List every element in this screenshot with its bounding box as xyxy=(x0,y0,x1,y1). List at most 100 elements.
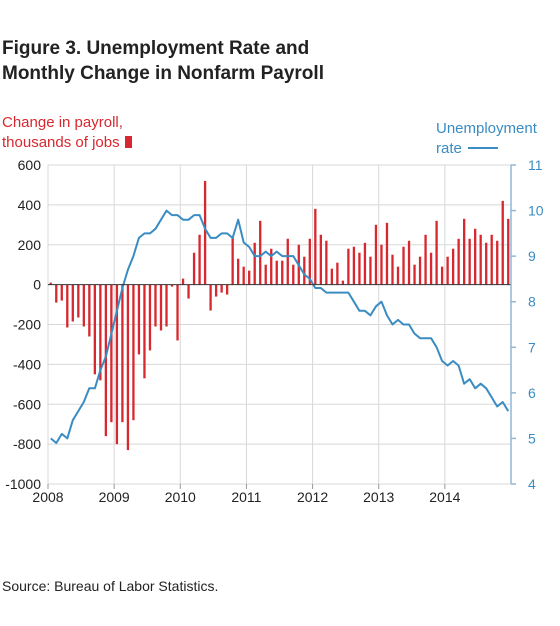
payroll-bar xyxy=(82,284,85,327)
line-legend-swatch xyxy=(467,147,498,149)
grid-lines xyxy=(47,164,512,485)
payroll-bar xyxy=(214,284,218,297)
payroll-bar xyxy=(363,242,367,285)
payroll-bar xyxy=(369,256,372,285)
axes xyxy=(47,164,516,489)
right-tick-label: 4 xyxy=(528,476,536,492)
payroll-bar xyxy=(319,234,322,285)
bar-legend-swatch xyxy=(124,136,132,148)
payroll-bar xyxy=(440,266,444,285)
payroll-bar xyxy=(71,284,74,322)
payroll-bar xyxy=(159,284,163,331)
payroll-bar xyxy=(198,234,201,285)
left-tick-label: 400 xyxy=(18,197,42,213)
payroll-bar xyxy=(396,266,400,285)
payroll-bar xyxy=(165,284,168,327)
payroll-bar xyxy=(88,284,91,337)
payroll-bar xyxy=(303,256,306,285)
unemployment-line xyxy=(50,209,510,444)
right-tick-label: 11 xyxy=(528,157,543,173)
line-series xyxy=(50,209,510,444)
payroll-bar xyxy=(457,238,460,285)
chart-title-line-1: Figure 3. Unemployment Rate and xyxy=(2,38,310,59)
right-tick-label: 10 xyxy=(528,203,544,219)
payroll-bar xyxy=(330,268,334,285)
payroll-bar xyxy=(352,246,356,285)
payroll-bar xyxy=(413,264,416,285)
payroll-bar xyxy=(462,218,466,285)
payroll-bar xyxy=(93,284,97,375)
payroll-bar xyxy=(148,284,152,351)
payroll-bar xyxy=(170,284,174,287)
payroll-bar xyxy=(104,284,108,437)
payroll-bar xyxy=(418,256,422,285)
payroll-bar xyxy=(490,234,493,285)
payroll-bar xyxy=(435,220,438,285)
payroll-bar xyxy=(181,278,185,285)
left-tick-label: 600 xyxy=(18,157,42,173)
right-axis-label: Unemployment rate xyxy=(436,119,537,159)
right-tick-label: 6 xyxy=(528,385,536,401)
payroll-bar xyxy=(314,208,317,285)
right-tick-label: 9 xyxy=(528,248,536,264)
bar-series xyxy=(49,180,510,451)
payroll-bar xyxy=(237,258,240,285)
payroll-bar xyxy=(126,284,130,451)
payroll-bar xyxy=(253,242,256,285)
payroll-bar xyxy=(468,238,471,285)
payroll-bar xyxy=(496,240,499,285)
payroll-bar xyxy=(479,234,482,285)
payroll-bar xyxy=(187,284,190,299)
x-tick-label: 2009 xyxy=(99,489,130,505)
payroll-bar xyxy=(225,284,229,295)
payroll-bar xyxy=(248,270,251,285)
payroll-bar xyxy=(292,264,295,285)
payroll-bar xyxy=(259,220,262,285)
payroll-bar xyxy=(121,284,124,423)
left-axis-label-line-1: Change in payroll, xyxy=(2,114,123,131)
payroll-bar xyxy=(507,218,510,285)
left-tick-label: 200 xyxy=(18,237,42,253)
right-tick-label: 7 xyxy=(528,339,536,355)
payroll-bar xyxy=(380,244,383,285)
payroll-bar xyxy=(192,252,196,285)
x-tick-label: 2010 xyxy=(165,489,196,505)
payroll-bar xyxy=(501,200,504,285)
payroll-bar xyxy=(176,284,179,341)
x-tick-label: 2008 xyxy=(32,489,63,505)
source-note: Source: Bureau of Labor Statistics. xyxy=(2,578,219,594)
right-axis-label-line-1: Unemployment xyxy=(436,120,537,137)
payroll-bar xyxy=(154,284,157,327)
left-tick-label: -800 xyxy=(13,436,41,452)
left-tick-label: -200 xyxy=(13,317,41,333)
payroll-bar xyxy=(242,266,245,285)
payroll-bar xyxy=(77,284,80,318)
payroll-bar xyxy=(451,248,455,285)
payroll-bar xyxy=(60,284,63,301)
chart-title-line-2: Monthly Change in Nonfarm Payroll xyxy=(2,63,324,84)
left-tick-label: -600 xyxy=(13,396,41,412)
payroll-bar xyxy=(341,280,345,285)
payroll-bar xyxy=(55,284,58,303)
left-axis-label: Change in payroll, thousands of jobs xyxy=(2,113,132,153)
payroll-bar xyxy=(374,224,378,285)
left-tick-label: -400 xyxy=(13,356,41,372)
left-tick-label: -1000 xyxy=(5,476,41,492)
payroll-bar xyxy=(275,260,278,285)
payroll-bar xyxy=(220,284,223,293)
payroll-bar xyxy=(424,234,427,285)
payroll-bar xyxy=(385,222,389,285)
payroll-bar xyxy=(308,238,311,285)
payroll-bar xyxy=(485,242,488,285)
x-tick-label: 2013 xyxy=(363,489,394,505)
payroll-bar xyxy=(203,180,207,285)
payroll-bar xyxy=(143,284,146,379)
right-tick-label: 5 xyxy=(528,430,536,446)
left-tick-label: 0 xyxy=(33,277,41,293)
payroll-bar xyxy=(115,284,119,445)
right-axis-label-line-2: rate xyxy=(436,140,462,157)
payroll-bar xyxy=(99,284,102,381)
payroll-bar xyxy=(66,284,69,328)
payroll-bar xyxy=(209,284,212,311)
payroll-bar xyxy=(446,256,449,285)
